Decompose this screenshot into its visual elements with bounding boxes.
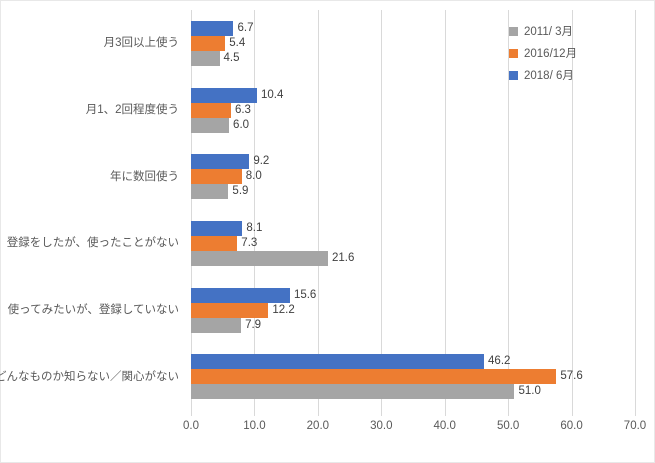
bar-value-label: 7.9 xyxy=(245,318,262,331)
bar[interactable] xyxy=(191,302,269,318)
category-axis-label: 使ってみたいが、登録していない xyxy=(7,304,179,316)
legend-swatch-icon xyxy=(509,48,518,58)
bar-value-label: 4.5 xyxy=(223,51,240,64)
category-axis-label: 月1、2回程度使う xyxy=(85,104,179,116)
category-axis: 月3回以上使う月1、2回程度使う年に数回使う登録をしたが、使ったことがない 使って… xyxy=(0,10,185,410)
bar[interactable] xyxy=(191,384,515,400)
bar-value-label: 51.0 xyxy=(518,385,541,398)
chart-legend: 2011/ 3月 2016/12月 2018/ 6月 xyxy=(509,20,577,86)
bar[interactable] xyxy=(191,154,250,170)
bar[interactable] xyxy=(191,169,242,185)
bar-value-label: 6.3 xyxy=(234,103,251,116)
bar[interactable] xyxy=(191,102,231,118)
bar[interactable] xyxy=(191,250,328,266)
x-tick-mark xyxy=(571,410,573,416)
legend-label: 2016/12月 xyxy=(524,48,578,60)
x-tick-label: 50.0 xyxy=(496,420,520,432)
legend-swatch-icon xyxy=(509,70,518,80)
bar-value-label: 6.0 xyxy=(233,118,250,131)
bar-value-label: 5.4 xyxy=(229,36,246,49)
x-gridline xyxy=(444,10,446,410)
bar-value-label: 46.2 xyxy=(488,355,511,368)
bar[interactable] xyxy=(191,184,229,200)
x-tick-mark xyxy=(508,410,510,416)
bar[interactable] xyxy=(191,117,230,133)
legend-swatch-icon xyxy=(509,26,518,36)
x-gridline xyxy=(635,10,636,410)
bar-value-label: 8.1 xyxy=(246,221,263,234)
x-tick-label: 60.0 xyxy=(560,420,583,432)
x-tick-label: 70.0 xyxy=(623,420,647,432)
category-axis-label: 年に数回使う xyxy=(110,170,179,183)
bar[interactable] xyxy=(191,20,234,36)
x-gridline xyxy=(508,10,510,410)
bar-value-label: 9.2 xyxy=(253,155,270,168)
legend-item[interactable]: 2011/ 3月 xyxy=(509,20,577,42)
bar-value-label: 12.2 xyxy=(272,303,295,316)
x-tick-mark xyxy=(381,410,383,416)
bar[interactable] xyxy=(191,87,257,103)
category-axis-label: どんなものか知らない／関心がない xyxy=(0,370,179,383)
bar-value-label: 7.3 xyxy=(241,236,258,249)
bar[interactable] xyxy=(191,50,220,66)
bar[interactable] xyxy=(191,354,485,370)
legend-label: 2011/ 3月 xyxy=(524,26,574,38)
x-tick-mark xyxy=(317,410,319,416)
bar-value-label: 21.6 xyxy=(332,251,355,264)
bar-value-label: 57.6 xyxy=(560,370,583,383)
bar[interactable] xyxy=(191,235,238,251)
x-tick-label: 20.0 xyxy=(306,420,330,432)
x-tick-mark xyxy=(444,410,446,416)
x-gridline xyxy=(317,10,319,410)
bar[interactable] xyxy=(191,220,243,236)
bar-value-label: 6.7 xyxy=(237,21,254,34)
x-gridline xyxy=(191,10,192,410)
bar[interactable] xyxy=(191,317,242,333)
category-axis-label: 月3回以上使う xyxy=(103,37,179,50)
category-axis-label: 登録をしたが、使ったことがない xyxy=(6,237,179,250)
x-gridline xyxy=(571,10,573,410)
bar-value-label: 5.9 xyxy=(232,185,249,198)
x-tick-label: 0.0 xyxy=(183,420,199,432)
legend-label: 2018/ 6月 xyxy=(524,70,574,82)
x-gridline xyxy=(254,10,256,410)
bar-value-label: 10.4 xyxy=(260,88,284,101)
x-tick-mark xyxy=(254,410,256,416)
bar-value-label: 8.0 xyxy=(245,170,262,183)
legend-item[interactable]: 2018/ 6月 xyxy=(509,64,577,86)
bar[interactable] xyxy=(191,35,226,51)
x-gridline xyxy=(381,10,383,410)
bar[interactable] xyxy=(191,287,290,303)
x-tick-label: 30.0 xyxy=(370,420,393,432)
bar-value-label: 15.6 xyxy=(293,288,317,301)
bar[interactable] xyxy=(191,369,557,385)
x-tick-mark xyxy=(635,410,636,416)
legend-item[interactable]: 2016/12月 xyxy=(509,42,577,64)
plot-area: 0.0 10.0 20.0 30.0 40.0 50.0 60.0 70.0 4.5 5.4 6.7… xyxy=(183,10,646,432)
x-tick-label: 40.0 xyxy=(433,420,456,432)
x-tick-label: 10.0 xyxy=(243,420,266,432)
x-tick-mark xyxy=(191,410,192,416)
